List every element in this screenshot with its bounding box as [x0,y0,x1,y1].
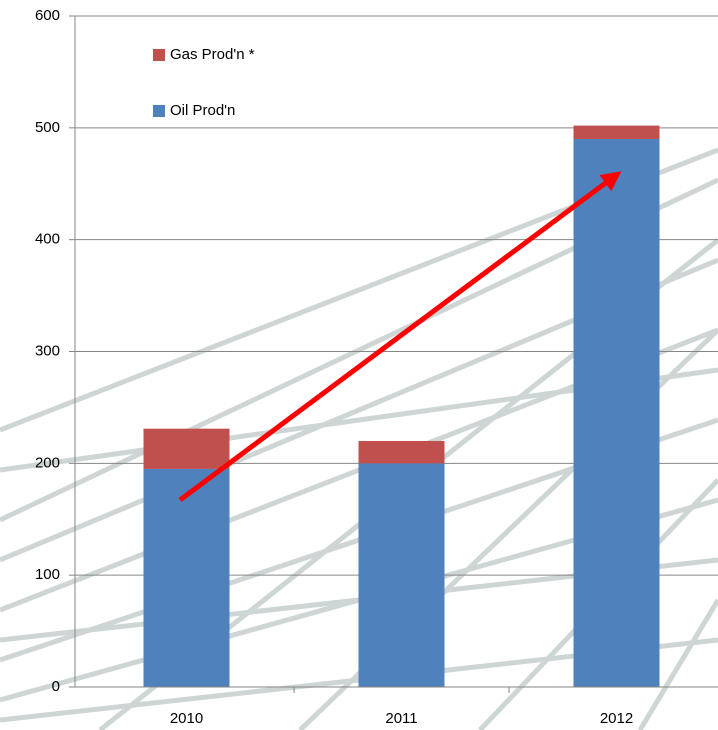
x-tick-label: 2010 [170,710,203,727]
y-tick-label: 500 [35,119,60,136]
bar-segment [143,468,230,687]
y-tick-label: 100 [35,566,60,583]
x-tick-label: 2012 [600,710,633,727]
legend: Gas Prod'n * Oil Prod'n [153,46,255,119]
bar-segment [143,428,230,469]
bar-segment [358,440,445,464]
bar-segment [573,125,660,140]
legend-label: Oil Prod'n [170,102,235,119]
bar-segment [358,463,445,687]
y-tick-label: 0 [52,678,60,695]
y-tick-label: 300 [35,342,60,359]
x-tick-label: 2011 [385,710,417,727]
bar-segment [573,139,660,687]
y-tick-label: 400 [35,231,60,248]
bars [143,125,660,687]
y-tick-label: 600 [35,7,60,24]
y-tick-label: 200 [35,454,60,471]
legend-swatch [153,105,165,117]
legend-swatch [153,49,165,61]
legend-label: Gas Prod'n * [170,46,255,63]
trend-arrow [178,171,622,503]
